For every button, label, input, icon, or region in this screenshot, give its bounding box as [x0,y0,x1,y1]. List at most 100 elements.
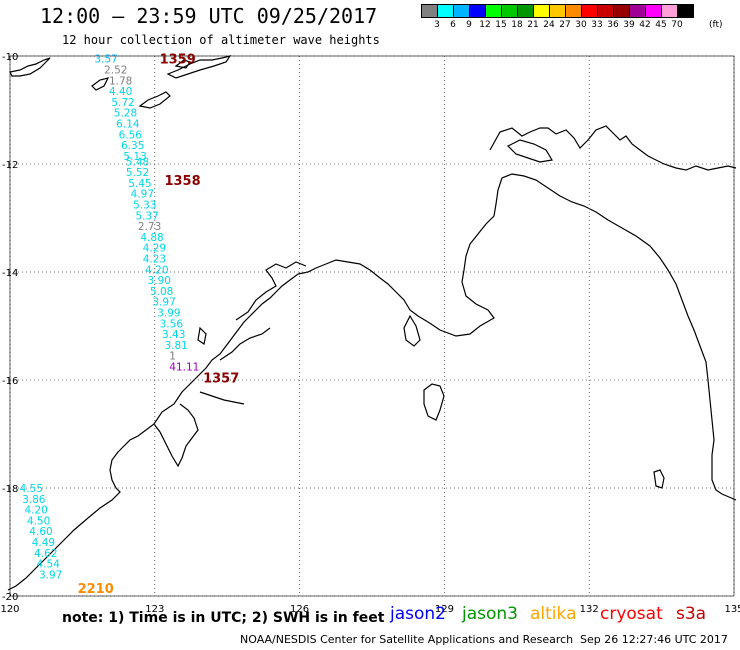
wave-height-value: 3.97 [39,569,62,581]
legend-tick: 33 [591,20,603,30]
satellite-jason2: jason2 [390,604,446,624]
legend-tick: 9 [466,20,472,30]
wave-height-value: 4.60 [29,526,52,538]
coast-island-small [197,326,207,345]
lat-label: -18 [2,484,18,495]
wave-height-value: 1.78 [109,75,132,87]
legend-tick: 30 [575,20,587,30]
page-title: 12:00 — 23:59 UTC 09/25/2017 [40,4,378,28]
wave-height-value: 3.99 [157,308,180,320]
legend-tick: 70 [671,20,683,30]
wave-height-value: 2.52 [104,65,127,77]
wave-height-value: 3.56 [160,318,184,330]
legend-swatch [677,4,694,18]
wave-height-value: 5.08 [150,286,173,298]
wave-height-value: 4.97 [131,189,154,201]
lon-label: 132 [580,604,599,615]
lon-label: 123 [145,604,164,615]
track-time-label: 1358 [164,174,200,189]
wave-height-value: 6.14 [116,119,140,131]
wave-height-value: 4.40 [109,86,132,98]
wave-height-value: 41.11 [169,362,199,374]
credit-text: NOAA/NESDIS Center for Satellite Applica… [240,633,574,646]
coast-kimberley-1 [199,391,245,405]
coast-island-top [174,59,191,69]
wave-height-value: 2.73 [138,221,161,233]
legend-tick: 6 [450,20,456,30]
coast-melville [403,314,421,347]
footer-note: note: 1) Time is in UTC; 2) SWH is in fe… [62,610,385,626]
coast-flores-west [91,77,110,91]
legend-tick: 21 [527,20,539,30]
track-time-label: 1359 [160,53,196,68]
observation-layer: 3.572.521.784.405.725.286.146.566.355.13… [20,54,200,582]
legend-tick: 36 [607,20,619,30]
color-legend: 3 6 9 12 15 18 21 24 27 30 33 36 39 42 45 70 (ft) [421,4,723,30]
track-time-label: 1357 [203,371,239,386]
legend-tick: 45 [655,20,667,30]
wave-height-value: 5.33 [133,200,156,212]
wave-height-value: 5.45 [128,178,151,190]
page-subtitle: 12 hour collection of altimeter wave hei… [62,33,380,47]
lon-label: 120 [0,604,19,615]
wave-height-value: 3.43 [162,329,185,341]
wave-height-value: 4.54 [37,559,61,571]
coast-timor-east [506,139,553,163]
wave-height-value: 5.28 [114,108,137,120]
lon-label: 129 [435,604,454,615]
legend-tick: 42 [639,20,651,30]
wave-height-value: 3.90 [148,275,171,287]
wave-height-value: 5.37 [135,210,158,222]
wave-height-value: 4.20 [145,264,168,276]
wave-height-value: 3.57 [94,54,117,66]
wave-height-value: 4.50 [27,515,50,527]
wave-height-value: 1 [169,351,176,363]
wave-height-value: 4.20 [24,505,47,517]
wave-height-value: 3.81 [164,340,187,352]
wave-height-value: 4.49 [32,537,55,549]
wave-height-value: 4.62 [34,548,57,560]
legend-tick: 27 [559,20,571,30]
wave-height-value: 4.29 [143,243,166,255]
timestamp-text: Sep 26 12:27:46 UTC 2017 [580,633,728,646]
legend-ticks: 3 6 9 12 15 18 21 24 27 30 33 36 39 42 45 70 [421,18,693,30]
wave-height-value: 3.97 [152,297,175,309]
wave-height-value: 5.13 [123,151,146,163]
legend-tick: 24 [543,20,555,30]
lat-label: -20 [2,592,18,603]
legend-tick: 18 [511,20,523,30]
satellite-s3a: s3a [676,604,707,624]
map-frame [9,55,735,597]
wave-height-value: 5.48 [126,156,149,168]
coast-groote [423,383,445,421]
wave-height-value: 6.56 [119,129,143,141]
lat-label: -12 [2,160,18,171]
lon-label: 126 [290,604,309,615]
coast-australia [7,173,737,591]
legend-tick: 15 [495,20,507,30]
coast-sumba [138,91,171,109]
coastline [7,55,737,591]
lat-label: -16 [2,376,18,387]
wave-height-value: 3.86 [22,494,46,506]
lat-label: -10 [2,52,18,63]
lon-label: 135 [724,604,740,615]
coast-kimberley-2 [235,261,307,321]
coast-dampier [153,403,199,468]
coast-kimberley-3 [219,327,271,361]
wave-height-value: 5.52 [126,167,149,179]
axis-labels: 120 123 126 129 132 135 -10 -12 -14 -16 -18 -20 [0,52,740,615]
lat-label: -14 [2,268,18,279]
wave-height-value: 5.72 [111,97,134,109]
legend-tick: 3 [434,20,440,30]
legend-swatches [421,4,694,18]
wave-height-value: 4.88 [140,232,163,244]
satellite-altika: altika [530,604,577,624]
coast-island-right [653,469,665,489]
wave-height-value: 4.23 [143,254,166,266]
track-time-label: 2210 [78,582,114,597]
wave-height-value: 4.55 [20,483,43,495]
legend-tick: 39 [623,20,635,30]
coast-sumbawa [9,57,51,77]
